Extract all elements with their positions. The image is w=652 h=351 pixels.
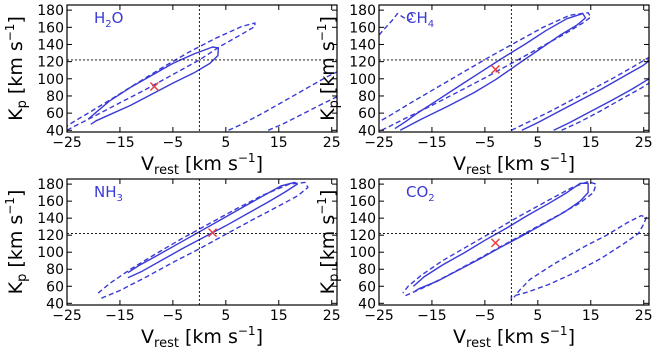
x-tick-label: 15 (582, 135, 600, 151)
y-tick-label: 120 (37, 55, 64, 71)
contour-1sigma-0 (412, 182, 589, 293)
y-tick-label: 180 (349, 177, 376, 193)
x-tick-label: 25 (323, 308, 341, 324)
y-tick-label: 80 (358, 89, 376, 105)
y-tick-label: 140 (37, 37, 64, 53)
x-tick-label: 25 (635, 308, 652, 324)
y-tick-label: 140 (349, 211, 376, 227)
y-tick-label: 180 (37, 177, 64, 193)
contour-2sigma-5 (561, 82, 649, 131)
panel-title: CO2 (406, 183, 435, 204)
x-axis-label: Vrest [km s−1] (141, 324, 263, 351)
contour-1sigma-2 (521, 60, 649, 131)
plot-area (379, 5, 649, 132)
x-tick-label: −25 (52, 308, 82, 324)
contour-2sigma-2 (510, 214, 648, 301)
y-tick-label: 100 (349, 72, 376, 88)
x-tick-label: −15 (417, 308, 447, 324)
y-axis-label: Kp [km s−1] (315, 16, 342, 121)
x-tick-label: 25 (323, 135, 341, 151)
best-fit-marker (490, 64, 501, 74)
y-axis-label: Kp [km s−1] (3, 16, 30, 121)
y-tick-label: 160 (37, 20, 64, 36)
x-tick-label: −15 (105, 135, 135, 151)
y-tick-label: 180 (37, 3, 64, 19)
x-tick-label: −25 (364, 308, 394, 324)
best-fit-marker (208, 228, 218, 238)
y-tick-label: 80 (358, 262, 376, 278)
x-tick-label: −25 (364, 135, 394, 151)
y-tick-label: 100 (37, 245, 64, 261)
x-tick-label: 5 (221, 308, 230, 324)
y-tick-label: 60 (358, 106, 376, 122)
contour-2sigma-1 (67, 22, 256, 131)
contour-2sigma-4 (511, 56, 649, 131)
y-tick-label: 180 (349, 3, 376, 19)
y-tick-label: 80 (46, 262, 64, 278)
y-tick-label: 120 (37, 228, 64, 244)
x-axis-label: Vrest [km s−1] (453, 324, 575, 351)
contour-1sigma-3 (553, 78, 649, 131)
panel-title: CH4 (406, 9, 434, 30)
x-tick-label: 15 (270, 135, 288, 151)
y-tick-label: 100 (349, 245, 376, 261)
y-tick-label: 140 (37, 211, 64, 227)
x-tick-label: −5 (163, 135, 184, 151)
panel-title: NH3 (94, 183, 123, 204)
x-tick-label: 5 (533, 135, 542, 151)
x-tick-label: −5 (475, 308, 496, 324)
best-fit-marker (490, 238, 501, 248)
x-tick-label: −15 (417, 135, 447, 151)
y-tick-label: 40 (46, 123, 64, 139)
x-tick-label: −25 (52, 135, 82, 151)
contour-2sigma-1 (379, 12, 592, 131)
y-tick-label: 120 (349, 228, 376, 244)
y-tick-label: 160 (349, 20, 376, 36)
axes-frame (66, 4, 338, 133)
y-tick-label: 60 (46, 106, 64, 122)
x-tick-label: 15 (582, 308, 600, 324)
y-tick-label: 140 (349, 37, 376, 53)
y-tick-label: 60 (46, 279, 64, 295)
best-fit-marker (149, 81, 159, 92)
y-tick-label: 80 (46, 89, 64, 105)
y-tick-label: 40 (358, 296, 376, 312)
axes-frame (66, 178, 338, 306)
x-tick-label: 25 (635, 135, 652, 151)
y-tick-label: 120 (349, 55, 376, 71)
contour-2sigma-3 (267, 96, 337, 131)
x-axis-label: Vrest [km s−1] (141, 151, 263, 178)
plot-area (67, 5, 337, 132)
x-tick-label: −5 (475, 135, 496, 151)
contour-2sigma-6 (379, 12, 415, 36)
plot-area (379, 179, 649, 305)
y-tick-label: 160 (349, 194, 376, 210)
y-tick-label: 160 (37, 194, 64, 210)
x-axis-label: Vrest [km s−1] (453, 151, 575, 178)
axes-frame (378, 4, 650, 133)
contour-2sigma-1 (402, 180, 597, 297)
x-tick-label: −5 (163, 308, 184, 324)
y-tick-label: 40 (358, 123, 376, 139)
x-tick-label: −15 (105, 308, 135, 324)
x-tick-label: 5 (533, 308, 542, 324)
y-tick-label: 60 (358, 279, 376, 295)
y-tick-label: 100 (37, 72, 64, 88)
plot-area (67, 179, 337, 305)
contour-2sigma-1 (95, 181, 309, 299)
x-tick-label: 5 (221, 135, 230, 151)
panel-title: H2O (94, 9, 123, 30)
axes-frame (378, 178, 650, 306)
contour-1sigma-0 (127, 181, 298, 279)
y-tick-label: 40 (46, 296, 64, 312)
y-axis-label: Kp [km s−1] (315, 190, 342, 295)
y-axis-label: Kp [km s−1] (3, 190, 30, 295)
x-tick-label: 15 (270, 308, 288, 324)
